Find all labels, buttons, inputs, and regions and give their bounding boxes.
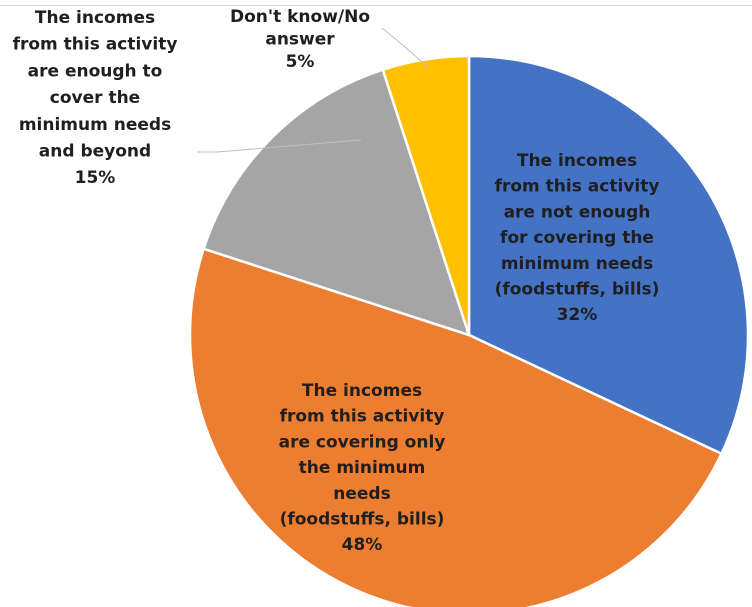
slice-label-4: Don't know/No answer 5% xyxy=(230,7,370,72)
slice-label-line: minimum needs xyxy=(19,115,171,135)
slice-label-line: Don't know/No xyxy=(230,7,370,27)
slice-label-line: the minimum xyxy=(299,458,426,478)
slice-label-line: (foodstuffs, bills) xyxy=(280,510,445,530)
slice-value-label: 15% xyxy=(75,168,116,188)
slice-label-2: The incomes from this activity are coverin… xyxy=(279,381,446,555)
slice-label-line: minimum needs xyxy=(501,254,653,274)
pie-slices xyxy=(188,54,750,607)
slice-label-line: and beyond xyxy=(39,142,151,162)
slice-label-1: The incomes from this activity are not eno… xyxy=(495,151,660,325)
slice-label-line: are not enough xyxy=(504,202,651,222)
slice-label-line: The incomes xyxy=(517,151,637,171)
leader-line-4 xyxy=(381,27,429,68)
slice-label-line: cover the xyxy=(50,88,140,108)
leader-lines xyxy=(197,27,429,153)
top-divider xyxy=(0,5,752,6)
slice-value-label: 32% xyxy=(557,305,598,325)
slice-label-line: needs xyxy=(333,484,390,504)
slice-label-3: The incomes from this activity are enough … xyxy=(13,8,178,188)
leader-line-3 xyxy=(197,139,362,153)
slice-label-line: The incomes xyxy=(302,381,422,401)
pie-slice-2 xyxy=(188,247,723,607)
slice-label-line: from this activity xyxy=(13,35,178,55)
slice-value-label: 5% xyxy=(286,52,315,72)
slice-labels: The incomes from this activity are not eno… xyxy=(13,7,660,555)
slice-label-line: for covering the xyxy=(500,228,654,248)
slice-label-line: answer xyxy=(265,30,335,50)
slice-label-line: from this activity xyxy=(495,177,660,197)
pie-slice-1 xyxy=(467,54,750,456)
pie-slice-4 xyxy=(381,54,471,337)
pie-slice-3 xyxy=(202,68,471,337)
slice-label-line: are covering only xyxy=(279,432,446,452)
slice-value-label: 48% xyxy=(342,535,383,555)
slice-label-line: are enough to xyxy=(28,61,163,81)
slice-label-line: The incomes xyxy=(35,8,155,28)
slice-label-line: from this activity xyxy=(280,407,445,427)
slice-label-line: (foodstuffs, bills) xyxy=(495,280,660,300)
